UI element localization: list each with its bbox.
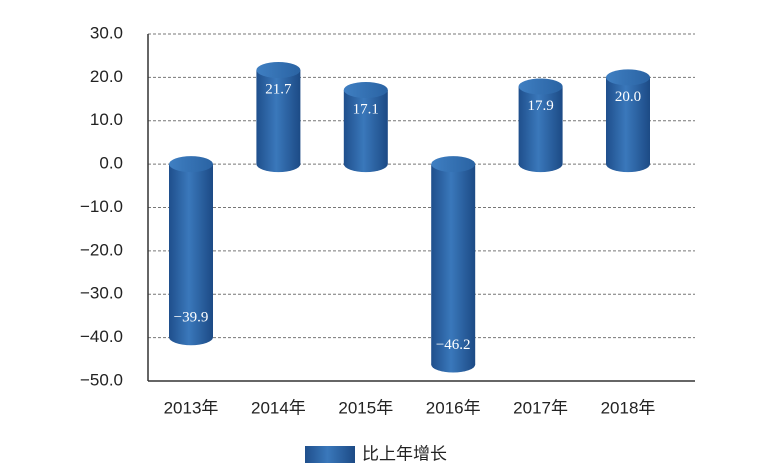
- bar-part: [606, 77, 650, 165]
- bar-part: [431, 156, 476, 173]
- bar-part: [518, 78, 563, 95]
- value-label: 17.9: [527, 98, 553, 114]
- legend-label: 比上年增长: [362, 444, 447, 463]
- bar: [431, 156, 476, 373]
- y-tick-label: 0.0: [99, 154, 123, 173]
- y-tick-label: −40.0: [80, 327, 123, 346]
- y-tick-label: 10.0: [90, 110, 123, 129]
- bar-part: [518, 86, 563, 165]
- y-tick-label: −30.0: [80, 284, 123, 303]
- bar-part: [169, 156, 213, 173]
- x-tick-label: 2015年: [338, 398, 393, 417]
- y-tick-label: −10.0: [80, 197, 123, 216]
- bar-part: [431, 164, 476, 365]
- bar: [169, 156, 213, 346]
- bar-part: [256, 62, 301, 79]
- bar-part: [606, 156, 650, 173]
- value-label: −39.9: [174, 310, 209, 326]
- bar-part: [256, 156, 301, 173]
- value-label: 21.7: [265, 81, 292, 97]
- y-tick-label: −20.0: [80, 240, 123, 259]
- value-label: −46.2: [436, 337, 471, 353]
- y-tick-label: 30.0: [90, 23, 123, 42]
- x-tick-label: 2013年: [164, 398, 219, 417]
- x-tick-label: 2018年: [601, 398, 656, 417]
- bar-part: [169, 164, 213, 338]
- x-tick-label: 2016年: [426, 398, 481, 417]
- value-label: 20.0: [615, 89, 641, 105]
- bar: [343, 81, 388, 173]
- x-tick-label: 2014年: [251, 398, 306, 417]
- value-label: 17.1: [353, 101, 379, 117]
- y-tick-label: 20.0: [90, 67, 123, 86]
- bar-part: [343, 156, 388, 173]
- bar-part: [343, 81, 388, 98]
- x-tick-label: 2017年: [513, 398, 568, 417]
- bar-part: [606, 69, 650, 86]
- legend-swatch: [305, 446, 355, 463]
- y-tick-label: −50.0: [80, 370, 123, 389]
- bar-part: [169, 329, 213, 346]
- bar: [606, 69, 650, 173]
- bar-part: [256, 70, 301, 165]
- bar: [256, 62, 301, 173]
- bar-part: [343, 89, 388, 165]
- bar-part: [431, 356, 476, 373]
- bar-part: [518, 156, 563, 173]
- bar: [518, 78, 563, 173]
